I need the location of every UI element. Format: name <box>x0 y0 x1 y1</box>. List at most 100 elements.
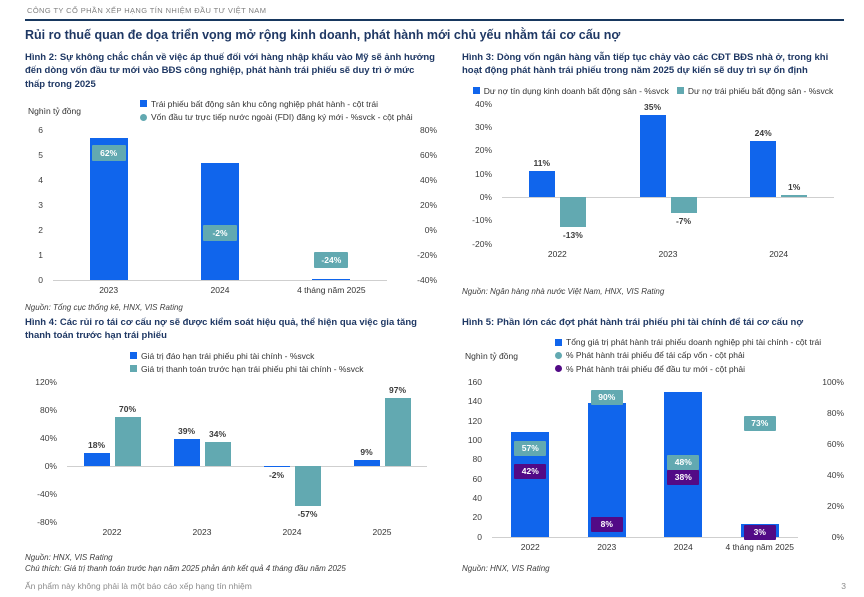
square-marker-icon <box>555 338 562 346</box>
figure-2-source: Nguồn: Tổng cục thống kê, HNX, VIS Ratin… <box>25 303 183 313</box>
legend-label: Dư nợ tín dụng kinh doanh bất động sản -… <box>483 85 669 96</box>
figure-2-chart: 2023 2024 4 tháng năm 2025 62% -2% -24% 6 5 4 3 2 1… <box>25 125 437 302</box>
figure-5-panel: Hình 5: Phần lớn các đợt phát hành trái … <box>462 316 844 575</box>
left-axis-tick: 80 <box>472 454 482 465</box>
left-axis-tick: 120% <box>35 376 57 387</box>
x-category-label: 2024 <box>673 541 693 552</box>
page-footer: Ấn phẩm này không phải là một báo cáo xế… <box>25 581 846 591</box>
left-axis-tick: 0% <box>479 192 492 203</box>
legend-label: Vốn đầu tư trực tiếp nước ngoài (FDI) đă… <box>151 112 413 123</box>
bar-value-label: 24% <box>754 128 772 139</box>
left-axis-tick: 100 <box>467 434 482 445</box>
figure-3-panel: Hình 3: Dòng vốn ngân hàng vẫn tiếp tục … <box>462 51 844 298</box>
figure-5-axis-unit-label: Nghìn tỷ đồng <box>465 350 518 361</box>
left-axis-tick: -80% <box>37 516 57 527</box>
point-value-label: 3% <box>743 524 776 540</box>
charts-grid: Hình 2: Sự không chắc chắn về việc áp th… <box>25 51 844 575</box>
bar <box>750 141 777 198</box>
left-axis-tick: 5 <box>38 150 43 161</box>
square-marker-icon <box>130 365 137 373</box>
x-category-label: 2024 <box>210 285 230 296</box>
legend-item: Giá trị đáo hạn trái phiếu phi tài chính… <box>130 351 363 361</box>
bar <box>204 442 231 466</box>
legend-item: Tổng giá trị phát hành trái phiếu doanh … <box>555 337 821 347</box>
right-axis-tick: 0% <box>831 531 844 542</box>
bar-value-label: 11% <box>533 158 551 169</box>
figure-4-head: Giá trị đáo hạn trái phiếu phi tài chính… <box>130 351 437 374</box>
point-value-label: 38% <box>667 470 700 486</box>
page-number: 3 <box>841 581 846 591</box>
figure-4-panel: Hình 4: Các rủi ro tái cơ cấu nợ sẽ được… <box>25 316 437 575</box>
left-axis-tick: 140 <box>467 396 482 407</box>
left-axis-tick: 30% <box>474 122 492 133</box>
left-axis-tick: -20% <box>472 238 492 249</box>
bar-value-label: 39% <box>177 425 195 436</box>
bar-value-label: 97% <box>388 385 406 396</box>
figure-5-source: Nguồn: HNX, VIS Rating <box>462 564 550 574</box>
right-axis-tick: 60% <box>826 438 844 449</box>
bar-value-label: -2% <box>268 470 285 481</box>
left-axis-tick: 0 <box>38 275 43 286</box>
left-axis-tick: 80% <box>39 404 57 415</box>
right-axis-tick: 40% <box>419 175 437 186</box>
bar <box>173 438 200 466</box>
right-axis-tick: 20% <box>419 200 437 211</box>
plot-inner: 2022 2023 2024 4 tháng năm 2025 57% 90% 48% 73%… <box>492 382 798 552</box>
left-axis-tick: 40% <box>39 432 57 443</box>
bar-value-label: -13% <box>562 230 583 241</box>
bar <box>781 194 808 198</box>
right-axis-tick: 80% <box>419 125 437 136</box>
left-axis-tick: 60 <box>472 473 482 484</box>
x-category-label: 4 tháng năm 2025 <box>297 285 366 296</box>
square-marker-icon <box>130 352 137 360</box>
x-category-label: 2023 <box>192 526 212 537</box>
figure-2-axis-unit-label: Nghìn tỷ đồng <box>28 105 81 116</box>
x-category-label: 2022 <box>547 248 567 259</box>
right-axis-tick: 60% <box>419 150 437 161</box>
plot-inner: 2023 2024 4 tháng năm 2025 62% -2% -24% <box>53 130 387 295</box>
legend-item: Giá trị thanh toán trước hạn trái phiếu … <box>130 364 363 374</box>
bar <box>559 197 586 228</box>
bar <box>587 403 626 537</box>
bar <box>263 465 290 468</box>
bar-value-label: 1% <box>788 181 801 192</box>
circle-marker-icon <box>555 365 562 373</box>
legend-label: Tổng giá trị phát hành trái phiếu doanh … <box>566 337 822 348</box>
left-axis-tick: 40 <box>472 493 482 504</box>
plot-inner: 2022 2023 2024 11% 35% 24% -13% -7% 1% <box>502 102 834 259</box>
bar <box>312 279 351 281</box>
bar <box>201 162 239 281</box>
legend-item: % Phát hành trái phiếu để đầu tư mới - c… <box>555 364 821 374</box>
plot-inner: 2022 2023 2024 2025 18% 39% -2% 9% 70% 34% -57% 97% <box>67 382 427 537</box>
figure-5-head: Nghìn tỷ đồng Tổng giá trị phát hành trá… <box>462 337 844 374</box>
figure-5-chart: 2022 2023 2024 4 tháng năm 2025 57% 90% 48% 73%… <box>462 377 844 559</box>
legend-label: Giá trị đáo hạn trái phiếu phi tài chính… <box>141 350 315 361</box>
figure-3-source: Nguồn: Ngân hàng nhà nước Việt Nam, HNX,… <box>462 287 665 297</box>
right-axis-tick: 100% <box>822 376 844 387</box>
zero-axis-line <box>502 197 834 199</box>
point-value-label: 57% <box>514 441 547 456</box>
bar-value-label: -7% <box>675 216 692 227</box>
right-axis-tick: 80% <box>826 407 844 418</box>
left-axis-tick: -40% <box>37 488 57 499</box>
left-axis-tick: 3 <box>38 200 43 211</box>
x-category-label: 2022 <box>102 526 122 537</box>
bar-value-label: 18% <box>87 440 105 451</box>
point-value-label: -2% <box>203 224 237 241</box>
legend-label: Dư nợ trái phiếu bất động sản - %svck <box>687 85 834 96</box>
page-title: Rủi ro thuế quan đe dọa triển vọng mở rộ… <box>25 28 621 42</box>
legend-item: Trái phiếu bất động sản khu công nghiệp … <box>140 99 413 109</box>
figure-2-panel: Hình 2: Sự không chắc chắn về việc áp th… <box>25 51 437 312</box>
bar <box>353 459 380 466</box>
zero-axis-line <box>67 465 427 467</box>
bar-value-label: 35% <box>643 102 661 113</box>
x-category-label: 2023 <box>658 248 678 259</box>
square-marker-icon <box>140 100 147 108</box>
square-marker-icon <box>472 87 480 95</box>
figure-3-head: Dư nợ tín dụng kinh doanh bất động sản -… <box>462 86 844 96</box>
circle-marker-icon <box>140 113 147 121</box>
figure-3-legend: Dư nợ tín dụng kinh doanh bất động sản -… <box>472 85 834 96</box>
figure-2-title: Hình 2: Sự không chắc chắn về việc áp th… <box>25 52 435 90</box>
zero-axis-line <box>492 536 798 538</box>
left-axis-tick: 0 <box>477 531 482 542</box>
